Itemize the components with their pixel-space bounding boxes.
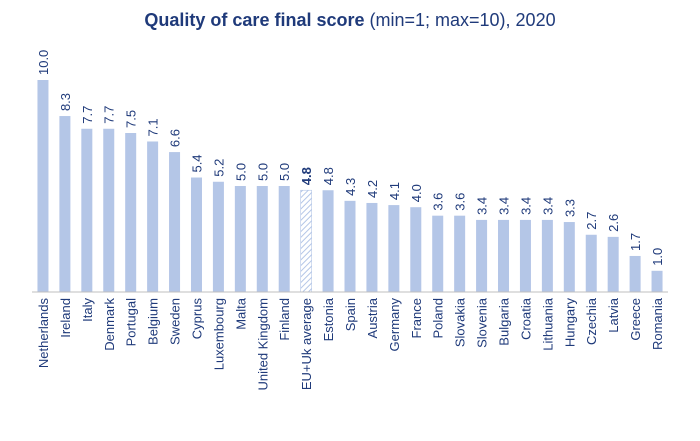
bar-france xyxy=(410,207,422,292)
bar-slovakia xyxy=(454,215,466,292)
bar-malta xyxy=(234,186,246,292)
bar-eu-uk-average xyxy=(300,189,312,293)
category-label: Cyprus xyxy=(189,298,204,340)
value-label: 4.1 xyxy=(387,182,402,200)
bars-group xyxy=(37,80,663,293)
bar-latvia xyxy=(607,236,619,292)
bar-hungary xyxy=(563,222,575,292)
bar-poland xyxy=(432,215,444,292)
value-label: 10.0 xyxy=(36,50,51,75)
category-label: Slovenia xyxy=(475,297,490,348)
value-label: 7.7 xyxy=(80,106,95,124)
bar-czechia xyxy=(585,234,597,292)
category-label: Greece xyxy=(628,298,643,341)
category-label: Czechia xyxy=(584,297,599,345)
bar-croatia xyxy=(519,219,531,292)
bar-austria xyxy=(366,202,378,292)
bar-romania xyxy=(651,270,663,292)
category-labels-group: Netherlands Ireland Italy Denmark Portugal Be… xyxy=(36,297,665,390)
value-label: 6.6 xyxy=(168,129,183,147)
value-label: 3.6 xyxy=(431,193,446,211)
bar-luxembourg xyxy=(212,181,224,292)
category-label: Finland xyxy=(277,298,292,341)
bar-greece xyxy=(629,255,641,292)
category-label: Hungary xyxy=(562,298,577,348)
value-label: 2.7 xyxy=(584,212,599,230)
value-label: 4.8 xyxy=(321,167,336,185)
category-label: Sweden xyxy=(168,298,183,345)
bar-bulgaria xyxy=(498,219,510,292)
bar-united-kingdom xyxy=(256,186,268,292)
bar-sweden xyxy=(169,152,181,292)
category-label: Poland xyxy=(431,298,446,338)
category-label: Luxembourg xyxy=(211,298,226,370)
bar-spain xyxy=(344,200,356,292)
bar-lithuania xyxy=(541,219,553,292)
value-label: 5.0 xyxy=(255,163,270,181)
value-label: 4.3 xyxy=(343,178,358,196)
category-label: Belgium xyxy=(146,298,161,345)
bar-estonia xyxy=(322,190,334,292)
bar-italy xyxy=(81,128,93,292)
category-label: Germany xyxy=(387,298,402,352)
category-label: Latvia xyxy=(606,297,621,332)
value-label: 5.0 xyxy=(277,163,292,181)
category-label: Malta xyxy=(233,297,248,330)
value-label: 4.8 xyxy=(299,167,314,185)
category-label: Netherlands xyxy=(36,298,51,369)
category-label: France xyxy=(409,298,424,338)
category-label: Bulgaria xyxy=(497,297,512,345)
category-label: Lithuania xyxy=(540,297,555,351)
category-label: Denmark xyxy=(102,298,117,351)
bar-ireland xyxy=(59,116,71,292)
chart-title: Quality of care final score (min=1; max=… xyxy=(0,10,700,31)
value-label: 3.4 xyxy=(540,197,555,215)
category-label: EU+Uk average xyxy=(299,298,314,390)
chart-title-main: Quality of care final score xyxy=(144,10,365,30)
value-label: 7.1 xyxy=(146,118,161,136)
category-label: Estonia xyxy=(321,297,336,341)
bar-cyprus xyxy=(190,177,202,292)
category-label: Slovakia xyxy=(453,297,468,347)
value-label: 5.0 xyxy=(233,163,248,181)
value-label: 2.6 xyxy=(606,214,621,232)
value-label: 4.2 xyxy=(365,180,380,198)
value-label: 3.6 xyxy=(453,193,468,211)
value-label: 7.5 xyxy=(124,110,139,128)
chart-title-sub: (min=1; max=10), 2020 xyxy=(364,10,556,30)
bar-slovenia xyxy=(476,219,488,292)
value-label: 7.7 xyxy=(102,106,117,124)
value-label: 3.4 xyxy=(518,197,533,215)
value-label: 3.4 xyxy=(475,197,490,215)
bar-portugal xyxy=(125,133,137,292)
bar-denmark xyxy=(103,128,115,292)
bar-belgium xyxy=(147,141,159,292)
value-label: 3.3 xyxy=(562,199,577,217)
category-label: Ireland xyxy=(58,298,73,338)
value-label: 3.4 xyxy=(497,197,512,215)
category-label: Italy xyxy=(80,298,95,322)
value-label: 4.0 xyxy=(409,184,424,202)
category-label: Croatia xyxy=(518,297,533,340)
value-label: 8.3 xyxy=(58,93,73,111)
category-label: Portugal xyxy=(124,298,139,347)
value-labels-group: 10.0 8.3 7.7 7.7 7.5 7.1 6.6 5.4 5.2 5.0 5.0 5.0 4.8… xyxy=(36,50,665,266)
bar-finland xyxy=(278,186,290,292)
category-label: Austria xyxy=(365,297,380,338)
value-label: 5.2 xyxy=(211,159,226,177)
bar-netherlands xyxy=(37,80,49,292)
value-label: 5.4 xyxy=(189,154,204,172)
value-label: 1.7 xyxy=(628,233,643,251)
category-label: Romania xyxy=(650,297,665,350)
category-label: Spain xyxy=(343,298,358,331)
bar-germany xyxy=(388,205,400,292)
value-label: 1.0 xyxy=(650,248,665,266)
category-label: United Kingdom xyxy=(255,298,270,391)
